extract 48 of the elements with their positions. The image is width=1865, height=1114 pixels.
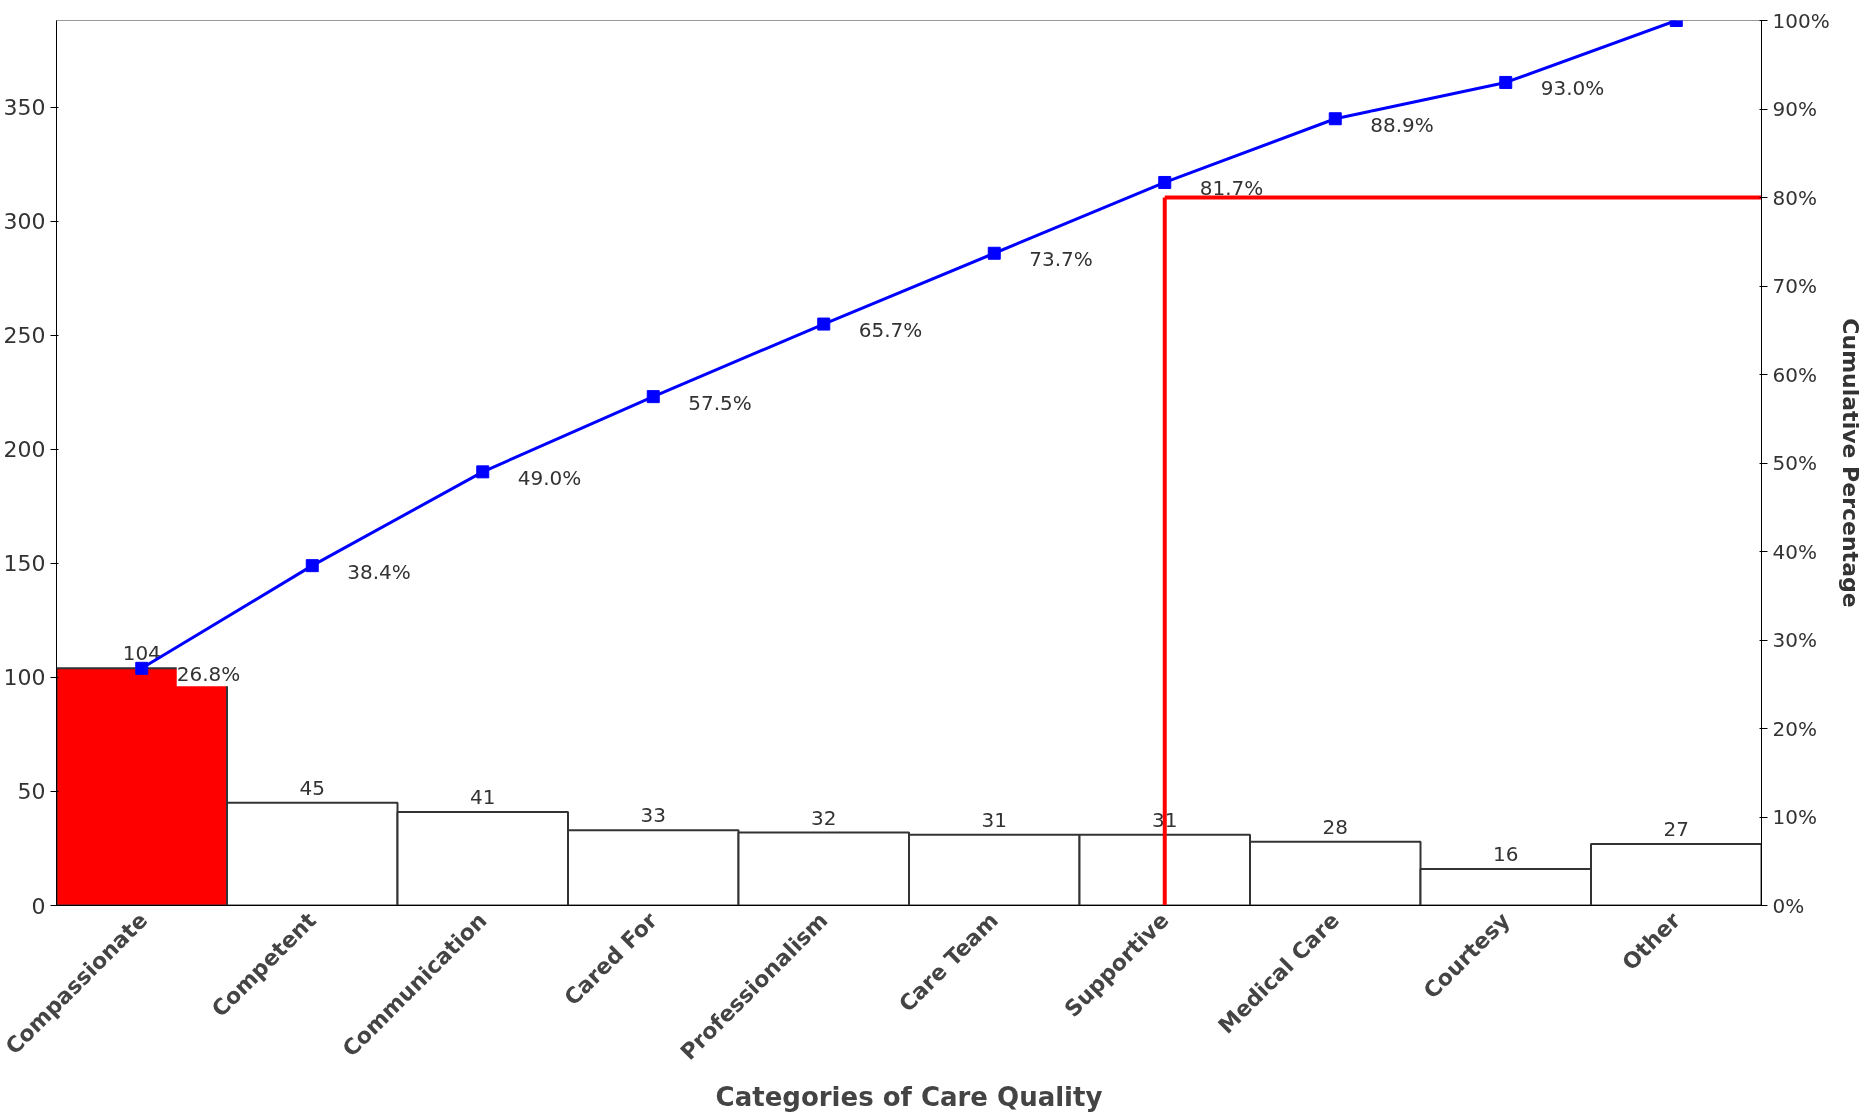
point (1328, 112, 1342, 126)
y2-tick-label: 0% (1772, 893, 1805, 918)
data-label: 26.8% (176, 662, 241, 687)
data-label: 73.7% (1029, 247, 1093, 272)
y2-tick-label: 80% (1772, 185, 1817, 210)
y2-tick-label: 20% (1772, 716, 1817, 741)
data-label: 16 (1493, 842, 1519, 867)
y-tick-label: 50 (17, 779, 46, 805)
data-label: 88.9% (1370, 112, 1434, 137)
point (817, 317, 831, 331)
point (987, 246, 1001, 260)
data-label: 28 (1322, 814, 1348, 839)
y2-tick-label: 60% (1772, 362, 1817, 387)
data-label: 104 (122, 641, 161, 666)
y-tick-label: 200 (3, 437, 46, 463)
point (305, 559, 319, 573)
y2-tick-label: 90% (1772, 97, 1817, 121)
y-tick-label: 350 (3, 95, 46, 121)
y-tick-label: 250 (3, 323, 46, 349)
y2-axis-title: Cumulative Percentage (1837, 318, 1863, 608)
y-tick-label: 0 (31, 893, 46, 919)
point (646, 390, 660, 404)
data-label: 81.7% (1199, 176, 1264, 201)
y-tick-label: 300 (3, 209, 46, 235)
y-tick-label: 100 (3, 665, 46, 691)
data-label: 41 (470, 784, 496, 809)
data-label: 57.5% (688, 390, 752, 415)
x-axis-title: Categories of Care Quality (715, 1081, 1103, 1112)
y2-tick-label: 100% (1772, 8, 1830, 33)
y-tick-label: 150 (3, 551, 46, 577)
data-label: 33 (640, 803, 666, 828)
point (135, 661, 149, 675)
data-label: 32 (811, 805, 837, 830)
y2-tick-label: 40% (1772, 539, 1817, 564)
y2-tick-label: 10% (1772, 805, 1817, 829)
point (476, 465, 490, 479)
data-label: 45 (299, 775, 325, 800)
y2-tick-label: 30% (1772, 628, 1817, 652)
data-label: 93.0% (1540, 76, 1605, 101)
y2-tick-label: 50% (1772, 451, 1817, 475)
data-label: 31 (981, 807, 1007, 832)
y2-tick-label: 70% (1772, 274, 1817, 298)
data-label: 38.4% (347, 559, 411, 584)
point (1158, 175, 1172, 189)
data-label: 27 (1663, 816, 1689, 841)
data-label: 49.0% (517, 465, 582, 490)
point (1499, 75, 1513, 89)
data-label: 65.7% (858, 318, 923, 343)
